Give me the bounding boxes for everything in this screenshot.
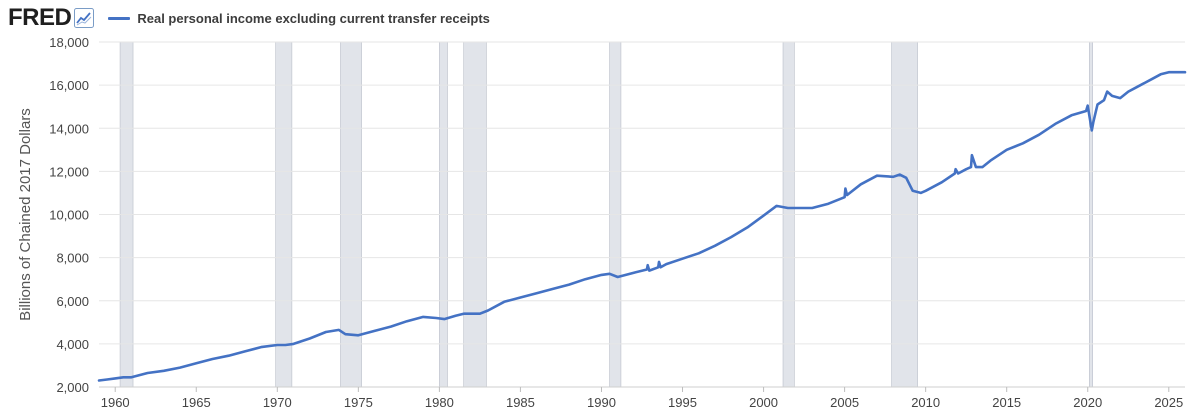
y-tick-label: 8,000 [56,251,89,266]
x-tick-label: 2000 [749,395,778,410]
series-line [97,70,1187,382]
x-tick-label: 1990 [587,395,616,410]
line-chart-icon [74,8,95,28]
y-tick-label: 12,000 [49,164,89,179]
x-tick-label: 2005 [830,395,859,410]
y-tick-label: 16,000 [49,78,89,93]
x-tick-label: 2015 [992,395,1021,410]
y-tick-label: 6,000 [56,294,89,309]
legend: Real personal income excluding current t… [108,11,490,26]
x-tick-label: 1975 [344,395,373,410]
legend-label[interactable]: Real personal income excluding current t… [137,10,490,26]
x-tick-label: 2025 [1154,395,1183,410]
fred-logo[interactable]: FRED [8,4,72,31]
x-tick-label: 1980 [425,395,454,410]
y-tick-label: 18,000 [49,35,89,50]
y-tick-label: 2,000 [56,380,89,395]
x-tick-label: 1995 [668,395,697,410]
x-tick-label: 1960 [101,395,130,410]
y-tick-label: 4,000 [56,337,89,352]
x-tick-label: 1965 [182,395,211,410]
legend-swatch [108,16,131,20]
x-tick-label: 1970 [263,395,292,410]
chart-header: FRED Real personal income excluding curr… [8,4,490,32]
y-tick-label: 14,000 [49,121,89,136]
x-tick-label: 2020 [1073,395,1102,410]
y-axis-title: Billions of Chained 2017 Dollars [17,108,34,321]
y-tick-label: 10,000 [49,208,89,223]
x-tick-label: 2010 [911,395,940,410]
x-tick-label: 1985 [506,395,535,410]
